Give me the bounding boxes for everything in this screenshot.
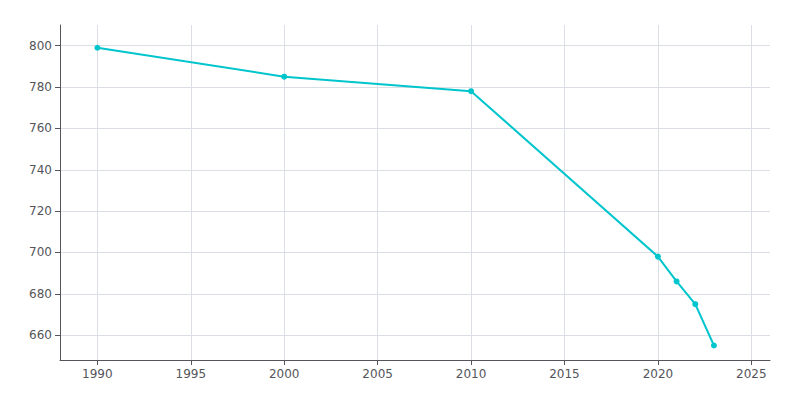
svg-text:1990: 1990	[82, 367, 113, 381]
svg-text:740: 740	[29, 163, 52, 177]
svg-text:2015: 2015	[549, 367, 580, 381]
svg-text:760: 760	[29, 121, 52, 135]
svg-text:780: 780	[29, 80, 52, 94]
svg-text:1995: 1995	[176, 367, 207, 381]
svg-text:660: 660	[29, 328, 52, 342]
svg-text:800: 800	[29, 39, 52, 53]
svg-text:2020: 2020	[643, 367, 674, 381]
svg-text:2000: 2000	[269, 367, 300, 381]
svg-text:2010: 2010	[456, 367, 487, 381]
svg-text:680: 680	[29, 287, 52, 301]
svg-text:2005: 2005	[362, 367, 393, 381]
svg-text:720: 720	[29, 204, 52, 218]
svg-text:2025: 2025	[736, 367, 767, 381]
svg-text:700: 700	[29, 245, 52, 259]
